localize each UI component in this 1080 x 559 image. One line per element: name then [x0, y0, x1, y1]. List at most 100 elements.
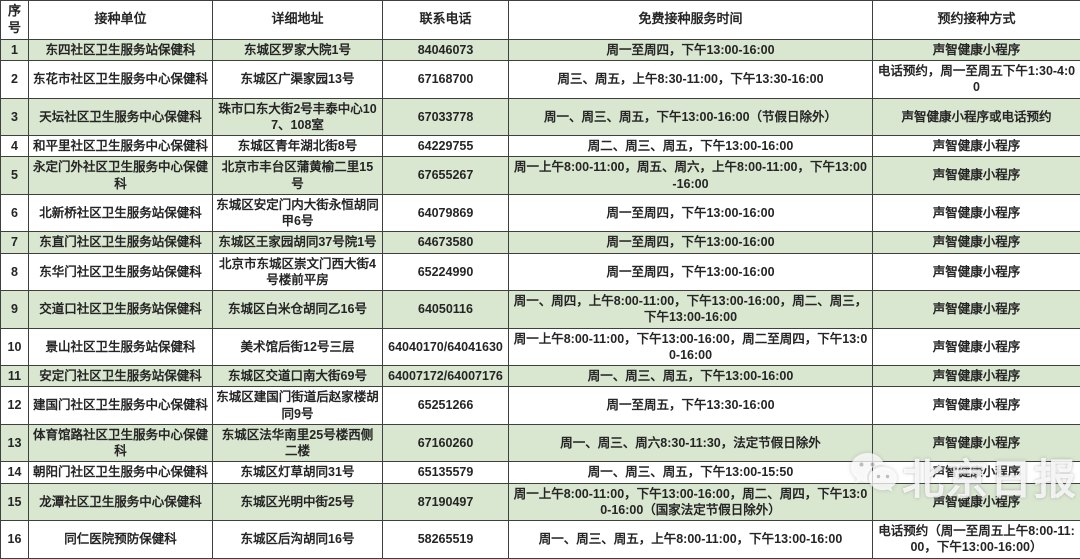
cell-time: 周一上午8:00-11:00，下午13:00-16:00，周二、周四，下午13:… [509, 483, 873, 521]
cell-no: 1 [1, 39, 29, 60]
cell-no: 10 [1, 328, 29, 366]
cell-address: 北京市东城区崇文门西大街4号楼前平房 [213, 253, 383, 291]
cell-time: 周一、周三、周五，下午13:00-15:50 [509, 462, 873, 483]
cell-unit: 安定门社区卫生服务站保健科 [29, 366, 213, 387]
cell-method: 声智健康小程序 [873, 253, 1080, 291]
cell-phone: 67655267 [383, 157, 509, 195]
cell-phone: 67033778 [383, 98, 509, 136]
cell-time: 周二、周三、周五，下午13:00-16:00 [509, 136, 873, 157]
cell-address: 东城区后沟胡同16号 [213, 521, 383, 559]
cell-unit: 和平里社区卫生服务中心保健科 [29, 136, 213, 157]
cell-address: 东城区灯草胡同31号 [213, 462, 383, 483]
cell-unit: 景山社区卫生服务站保健科 [29, 328, 213, 366]
cell-method: 声智健康小程序 [873, 39, 1080, 60]
cell-phone: 64040170/64041630 [383, 328, 509, 366]
cell-method: 声智健康小程序 [873, 462, 1080, 483]
cell-no: 2 [1, 61, 29, 99]
cell-time: 周三、周五，上午8:30-11:00，下午13:30-16:00 [509, 61, 873, 99]
cell-no: 16 [1, 521, 29, 559]
cell-time: 周一、周四，上午8:00-11:00，下午13:00-16:00，周二、周三，下… [509, 291, 873, 329]
cell-no: 5 [1, 157, 29, 195]
cell-time: 周一、周三、周五，下午13:00-16:00（节假日除外） [509, 98, 873, 136]
cell-address: 东城区白米仓胡同乙16号 [213, 291, 383, 329]
cell-unit: 龙潭社区卫生服务中心保健科 [29, 483, 213, 521]
cell-no: 11 [1, 366, 29, 387]
cell-no: 8 [1, 253, 29, 291]
cell-phone: 64050116 [383, 291, 509, 329]
cell-time: 周一至周五，下午13:30-16:00 [509, 387, 873, 425]
cell-time: 周一至周四，下午13:00-16:00 [509, 194, 873, 232]
column-header-3: 联系电话 [383, 1, 509, 40]
cell-method: 声智健康小程序 [873, 194, 1080, 232]
cell-no: 14 [1, 462, 29, 483]
cell-time: 周一上午8:00-11:00，周五、周六，上午8:00-11:00，下午13:0… [509, 157, 873, 195]
cell-phone: 84046073 [383, 39, 509, 60]
cell-unit: 东直门社区卫生服务站保健科 [29, 232, 213, 253]
cell-address: 美术馆后街12号三层 [213, 328, 383, 366]
cell-unit: 东花市社区卫生服务中心保健科 [29, 61, 213, 99]
cell-no: 4 [1, 136, 29, 157]
cell-address: 东城区青年湖北街8号 [213, 136, 383, 157]
cell-address: 东城区王家园胡同37号院1号 [213, 232, 383, 253]
cell-method: 声智健康小程序 [873, 328, 1080, 366]
column-header-5: 预约接种方式 [873, 1, 1080, 40]
column-header-4: 免费接种服务时间 [509, 1, 873, 40]
cell-time: 周一至周四，下午13:00-16:00 [509, 253, 873, 291]
cell-phone: 65224990 [383, 253, 509, 291]
cell-no: 13 [1, 424, 29, 462]
cell-address: 东城区建国门街道后赵家楼胡同9号 [213, 387, 383, 425]
cell-method: 声智健康小程序 [873, 136, 1080, 157]
cell-time: 周一至周四，下午13:00-16:00 [509, 232, 873, 253]
cell-method: 声智健康小程序 [873, 157, 1080, 195]
cell-no: 6 [1, 194, 29, 232]
cell-time: 周一、周三、周六8:30-11:30，法定节假日除外 [509, 424, 873, 462]
cell-phone: 58265519 [383, 521, 509, 559]
cell-unit: 朝阳门社区卫生服务中心保健科 [29, 462, 213, 483]
cell-method: 电话预约，周一至周五下午1:30-4:00 [873, 61, 1080, 99]
cell-address: 东城区安定门内大街永恒胡同甲6号 [213, 194, 383, 232]
cell-address: 北京市丰台区蒲黄榆二里15号 [213, 157, 383, 195]
cell-no: 12 [1, 387, 29, 425]
column-header-0: 序号 [1, 1, 29, 40]
cell-unit: 北新桥社区卫生服务站保健科 [29, 194, 213, 232]
cell-address: 东城区光明中街25号 [213, 483, 383, 521]
cell-address: 东城区法华南里25号楼西侧二楼 [213, 424, 383, 462]
cell-address: 东城区罗家大院1号 [213, 39, 383, 60]
cell-unit: 东华门社区卫生服务站保健科 [29, 253, 213, 291]
cell-method: 声智健康小程序 [873, 483, 1080, 521]
cell-unit: 建国门社区卫生服务中心保健科 [29, 387, 213, 425]
cell-no: 9 [1, 291, 29, 329]
cell-time: 周一、周三、周五，下午13:00-16:00 [509, 366, 873, 387]
cell-method: 电话预约（周一至周五上午8:00-11:00，下午13:00-16:00） [873, 521, 1080, 559]
cell-unit: 交道口社区卫生服务站保健科 [29, 291, 213, 329]
cell-time: 周一上午8:00-11:00，下午13:00-16:00，周二至周四，下午13:… [509, 328, 873, 366]
cell-no: 7 [1, 232, 29, 253]
cell-unit: 体育馆路社区卫生服务中心保健科 [29, 424, 213, 462]
cell-unit: 同仁医院预防保健科 [29, 521, 213, 559]
cell-phone: 65135579 [383, 462, 509, 483]
cell-method: 声智健康小程序 [873, 366, 1080, 387]
cell-no: 3 [1, 98, 29, 136]
cell-time: 周一至周四，下午13:00-16:00 [509, 39, 873, 60]
cell-no: 15 [1, 483, 29, 521]
cell-method: 声智健康小程序或电话预约 [873, 98, 1080, 136]
cell-unit: 东四社区卫生服务站保健科 [29, 39, 213, 60]
table-header: 序号接种单位详细地址联系电话免费接种服务时间预约接种方式 [1, 1, 1080, 40]
cell-phone: 64007172/64007176 [383, 366, 509, 387]
cell-unit: 永定门外社区卫生服务中心保健科 [29, 157, 213, 195]
cell-method: 声智健康小程序 [873, 387, 1080, 425]
